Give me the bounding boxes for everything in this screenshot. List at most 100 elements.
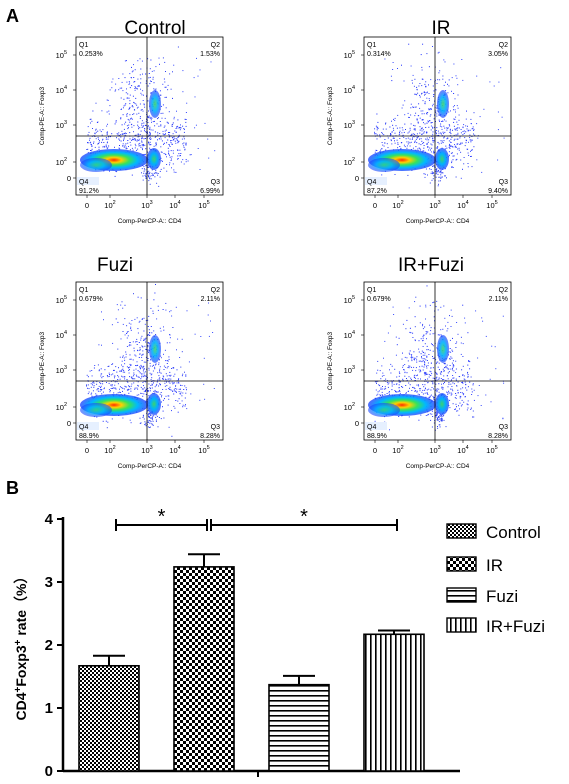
event-dot (471, 391, 473, 393)
event-dot (450, 152, 452, 154)
event-dot (129, 121, 131, 123)
event-dot (390, 134, 392, 135)
event-dot (426, 345, 428, 347)
event-dot (98, 141, 100, 143)
event-dot (128, 119, 130, 121)
event-dot (199, 169, 201, 170)
event-dot (431, 413, 433, 415)
event-dot (137, 134, 139, 136)
event-dot (137, 332, 139, 334)
x-tick-label: 102 (104, 200, 115, 210)
event-dot (164, 137, 166, 139)
event-dot (420, 138, 422, 140)
event-dot (433, 172, 434, 174)
event-dot (433, 152, 435, 154)
event-dot (137, 385, 139, 387)
event-dot (399, 138, 401, 139)
event-dot (158, 57, 160, 59)
event-dot (382, 394, 384, 396)
event-dot (427, 147, 429, 148)
y-tick-label: 104 (344, 85, 355, 95)
event-dot (151, 419, 153, 421)
event-dot (383, 145, 385, 147)
event-dot (431, 147, 433, 149)
event-dot (143, 94, 144, 96)
event-dot (138, 138, 140, 140)
event-dot (441, 418, 442, 420)
event-dot (438, 369, 440, 371)
event-dot (160, 138, 162, 140)
event-dot (438, 134, 440, 136)
event-dot (92, 384, 93, 386)
event-dot (425, 131, 427, 133)
event-dot (406, 378, 407, 379)
event-dot (114, 375, 116, 377)
event-dot (133, 375, 134, 377)
event-dot (141, 138, 142, 140)
event-dot (448, 368, 450, 370)
event-dot (438, 114, 440, 116)
event-dot (436, 414, 438, 416)
event-dot (122, 307, 124, 309)
event-dot (416, 361, 418, 363)
event-dot (143, 369, 145, 370)
event-dot (466, 389, 468, 391)
event-dot (443, 375, 445, 377)
event-dot (481, 171, 483, 173)
event-dot (399, 146, 401, 147)
event-dot (124, 123, 126, 125)
event-dot (426, 53, 428, 55)
event-dot (461, 404, 463, 406)
event-dot (133, 77, 135, 78)
q4-label: Q4 (79, 179, 88, 186)
x-axis-title: Comp-PerCP-A:: CD4 (118, 463, 182, 470)
event-dot (449, 131, 451, 133)
event-dot (457, 127, 459, 129)
event-dot (448, 351, 450, 353)
event-dot (456, 410, 458, 412)
event-dot (470, 118, 472, 120)
event-dot (147, 426, 149, 428)
event-dot (108, 113, 110, 115)
event-dot (406, 379, 408, 381)
event-dot (114, 146, 115, 148)
event-dot (96, 122, 98, 123)
event-dot (116, 381, 118, 383)
event-dot (109, 89, 111, 91)
event-dot (147, 391, 149, 392)
event-dot (168, 153, 170, 155)
event-dot (159, 368, 161, 370)
event-dot (497, 111, 499, 113)
event-dot (91, 392, 93, 394)
event-dot (453, 365, 455, 367)
event-dot (126, 114, 128, 116)
q2-label: Q2 (211, 287, 220, 294)
event-dot (163, 376, 165, 378)
event-dot (437, 185, 439, 187)
event-dot (427, 394, 429, 395)
event-dot (478, 385, 480, 386)
event-dot (185, 374, 187, 376)
event-dot (455, 393, 457, 394)
event-dot (414, 339, 416, 341)
event-dot (467, 332, 469, 334)
event-dot (132, 359, 134, 361)
event-dot (419, 371, 421, 373)
event-dot (438, 143, 440, 145)
event-dot (398, 416, 400, 417)
event-dot (103, 319, 104, 321)
event-dot (162, 160, 163, 162)
superscript: + (13, 639, 24, 645)
event-dot (121, 124, 123, 126)
event-dot (472, 383, 474, 385)
event-dot (378, 384, 380, 386)
event-dot (155, 136, 157, 137)
event-dot (432, 383, 434, 385)
event-dot (421, 133, 423, 135)
event-dot (148, 175, 149, 177)
event-dot (106, 131, 108, 133)
event-dot (451, 77, 453, 79)
x-tick-label: 105 (486, 445, 497, 455)
event-dot (159, 379, 161, 381)
q2-percent: 3.05% (488, 51, 508, 58)
